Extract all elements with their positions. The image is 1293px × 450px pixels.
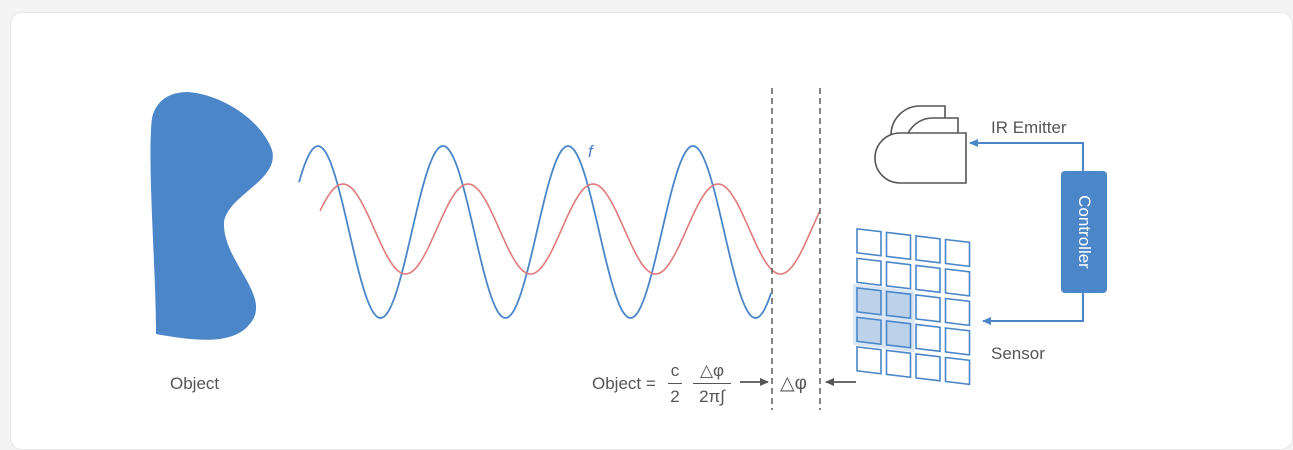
sensor-pixel <box>915 264 941 294</box>
sensor-pixel <box>856 345 882 375</box>
sensor-pixel <box>915 294 941 323</box>
reflected-wave <box>319 183 821 275</box>
frequency-label: f <box>588 142 593 161</box>
sensor-pixel-active <box>856 316 882 346</box>
formula-phi-bar <box>693 383 731 384</box>
sensor-pixel <box>944 297 971 327</box>
sensor-grid <box>853 227 971 386</box>
controller-to-sensor-arrow <box>982 293 1084 325</box>
sensor-pixel <box>915 323 941 353</box>
formula-c-bar <box>668 383 682 384</box>
sensor-pixel <box>944 327 971 356</box>
formula-c-fraction: c 2 <box>668 361 682 407</box>
sensor-pixel <box>885 349 912 379</box>
sensor-pixel <box>915 235 941 264</box>
sensor-label: Sensor <box>991 344 1045 363</box>
ir-emitter-label: IR Emitter <box>991 118 1067 137</box>
formula-phi-numerator: △φ <box>699 361 725 380</box>
sensor-pixel <box>944 268 971 297</box>
formula-c-numerator: c <box>670 361 680 380</box>
sensor-pixel <box>944 238 971 268</box>
sensor-pixel <box>915 353 941 382</box>
sensor-pixel-active <box>885 290 912 320</box>
controller-box: Controller <box>1061 171 1107 293</box>
sensor-pixel <box>885 231 912 261</box>
sensor-pixel <box>856 227 882 257</box>
object-label: Object <box>170 374 220 393</box>
controller-to-emitter-arrow <box>969 139 1084 171</box>
delta-phi-label: △φ <box>780 373 807 394</box>
formula-lhs: Object = <box>592 374 656 393</box>
ir-emitter-icon <box>874 105 967 184</box>
formula-c-denominator: 2 <box>670 387 680 406</box>
sensor-pixel <box>885 260 912 290</box>
formula-phi-fraction: △φ 2π∫ <box>693 361 731 407</box>
emitted-wave <box>298 145 772 319</box>
controller-label: Controller <box>1075 195 1094 269</box>
object-shape <box>150 92 273 340</box>
sensor-pixel <box>856 257 882 287</box>
sensor-pixel-active <box>856 286 882 316</box>
sensor-pixel-active <box>885 319 912 349</box>
formula-phi-denominator: 2π∫ <box>699 387 725 406</box>
sensor-pixel <box>944 356 971 386</box>
